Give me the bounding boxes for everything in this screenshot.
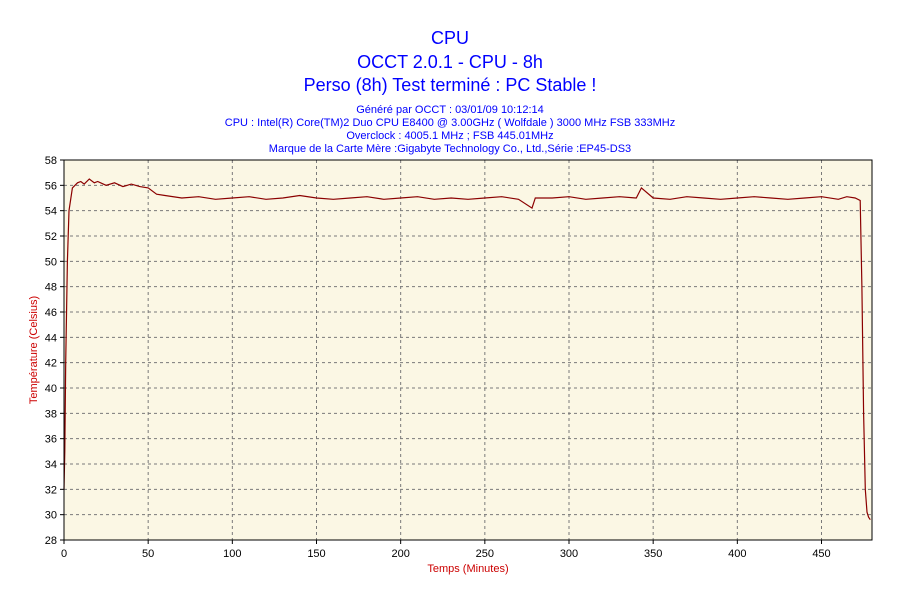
y-tick-label: 58 [45,155,57,167]
x-tick-label: 0 [61,548,67,560]
y-tick-label: 32 [45,484,57,496]
motherboard-info: Marque de la Carte Mère :Gigabyte Techno… [268,143,632,155]
y-tick-label: 40 [45,383,57,395]
y-tick-label: 44 [45,332,57,344]
y-tick-label: 38 [45,408,57,420]
y-tick-label: 48 [45,282,57,294]
y-tick-label: 52 [45,231,57,243]
generated-info: Généré par OCCT : 03/01/09 10:12:14 [356,104,544,116]
y-tick-label: 34 [45,459,57,471]
x-tick-label: 400 [728,548,746,560]
x-tick-label: 200 [391,548,409,560]
cpu-info: CPU : Intel(R) Core(TM)2 Duo CPU E8400 @… [224,117,676,129]
y-tick-label: 54 [45,206,57,218]
x-tick-label: 250 [476,548,494,560]
temperature-series-line [63,178,871,521]
x-tick-label: 300 [560,548,578,560]
chart-title: CPU [430,28,469,48]
chart-subtitle: OCCT 2.0.1 - CPU - 8h [357,52,543,72]
plot-area [64,160,872,540]
y-tick-label: 50 [45,256,57,268]
y-tick-label: 56 [45,180,57,192]
grid-lines [64,160,872,540]
y-tick-label: 28 [45,535,57,547]
y-tick-label: 36 [45,434,57,446]
x-axis-label: Temps (Minutes) [427,563,508,575]
x-tick-label: 350 [644,548,662,560]
y-tick-label: 46 [45,307,57,319]
overclock-info: Overclock : 4005.1 MHz ; FSB 445.01MHz [346,130,554,142]
test-status: Perso (8h) Test terminé : PC Stable ! [303,75,597,95]
x-tick-label: 50 [142,548,154,560]
x-tick-label: 150 [307,548,325,560]
y-tick-label: 30 [45,510,57,522]
x-tick-label: 450 [812,548,830,560]
x-tick-label: 100 [223,548,241,560]
y-tick-label: 42 [45,358,57,370]
y-axis-label: Température (Celsius) [28,296,40,404]
plot-frame [63,159,873,541]
axis-ticks: 28 30 32 34 36 38 40 42 44 46 48 50 52 54 56 58 0 50 100 15… [45,155,831,560]
